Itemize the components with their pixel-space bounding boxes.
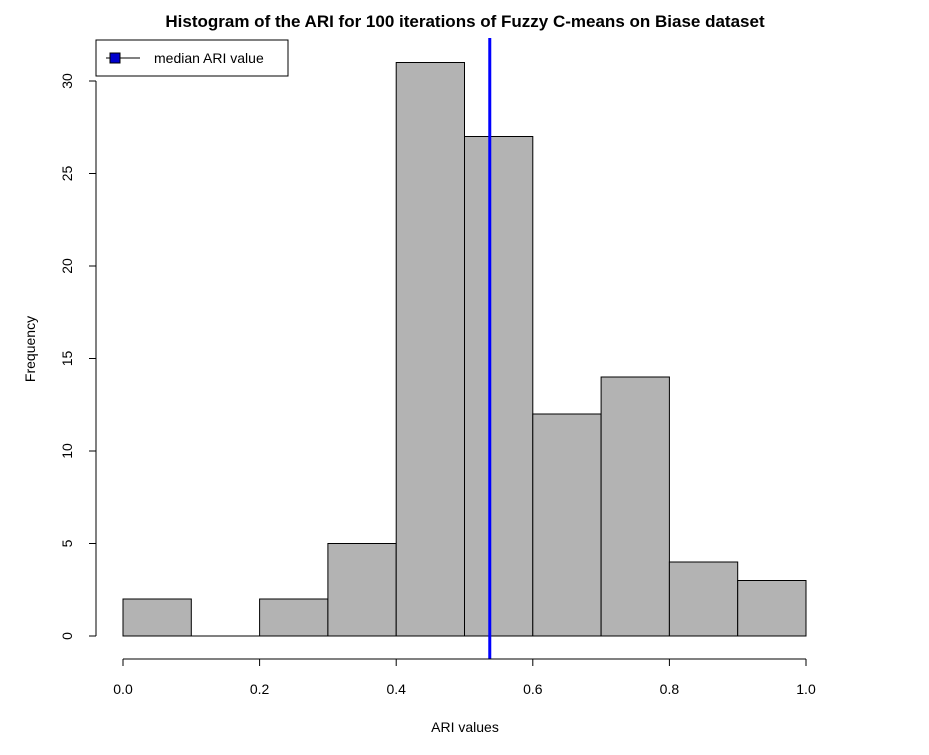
chart-title: Histogram of the ARI for 100 iterations … <box>165 12 765 31</box>
y-tick-label: 15 <box>59 351 75 367</box>
x-tick-label: 0.6 <box>523 681 543 697</box>
histogram-bar <box>122 598 192 637</box>
y-tick-label: 5 <box>59 539 75 547</box>
y-tick-label: 20 <box>59 258 75 274</box>
histogram-bar <box>327 543 397 637</box>
x-axis: 0.0 0.2 0.4 0.6 0.8 1.0 <box>113 658 816 697</box>
histogram-bar <box>532 413 602 637</box>
histogram-bar <box>737 580 807 637</box>
y-tick-label: 25 <box>59 166 75 182</box>
histogram-bar <box>600 376 670 637</box>
x-tick-label: 1.0 <box>796 681 816 697</box>
histogram-bar <box>395 62 466 637</box>
y-tick-label: 10 <box>59 443 75 459</box>
legend-label: median ARI value <box>154 50 264 66</box>
x-tick-label: 0.2 <box>250 681 270 697</box>
y-tick-label: 30 <box>59 73 75 89</box>
y-axis-label: Frequency <box>22 316 38 382</box>
legend: median ARI value <box>95 39 289 77</box>
x-tick-label: 0.4 <box>386 681 406 697</box>
x-tick-label: 0.0 <box>113 681 133 697</box>
legend-marker <box>109 52 121 64</box>
x-axis-label: ARI values <box>431 719 499 735</box>
x-tick-label: 0.8 <box>660 681 680 697</box>
histogram-bar <box>464 136 534 637</box>
histogram-bar <box>259 598 329 637</box>
y-axis: 0 5 10 15 20 25 30 <box>59 73 97 640</box>
bars-layer <box>122 62 807 637</box>
histogram-bar <box>668 561 739 637</box>
y-tick-label: 0 <box>59 632 75 640</box>
